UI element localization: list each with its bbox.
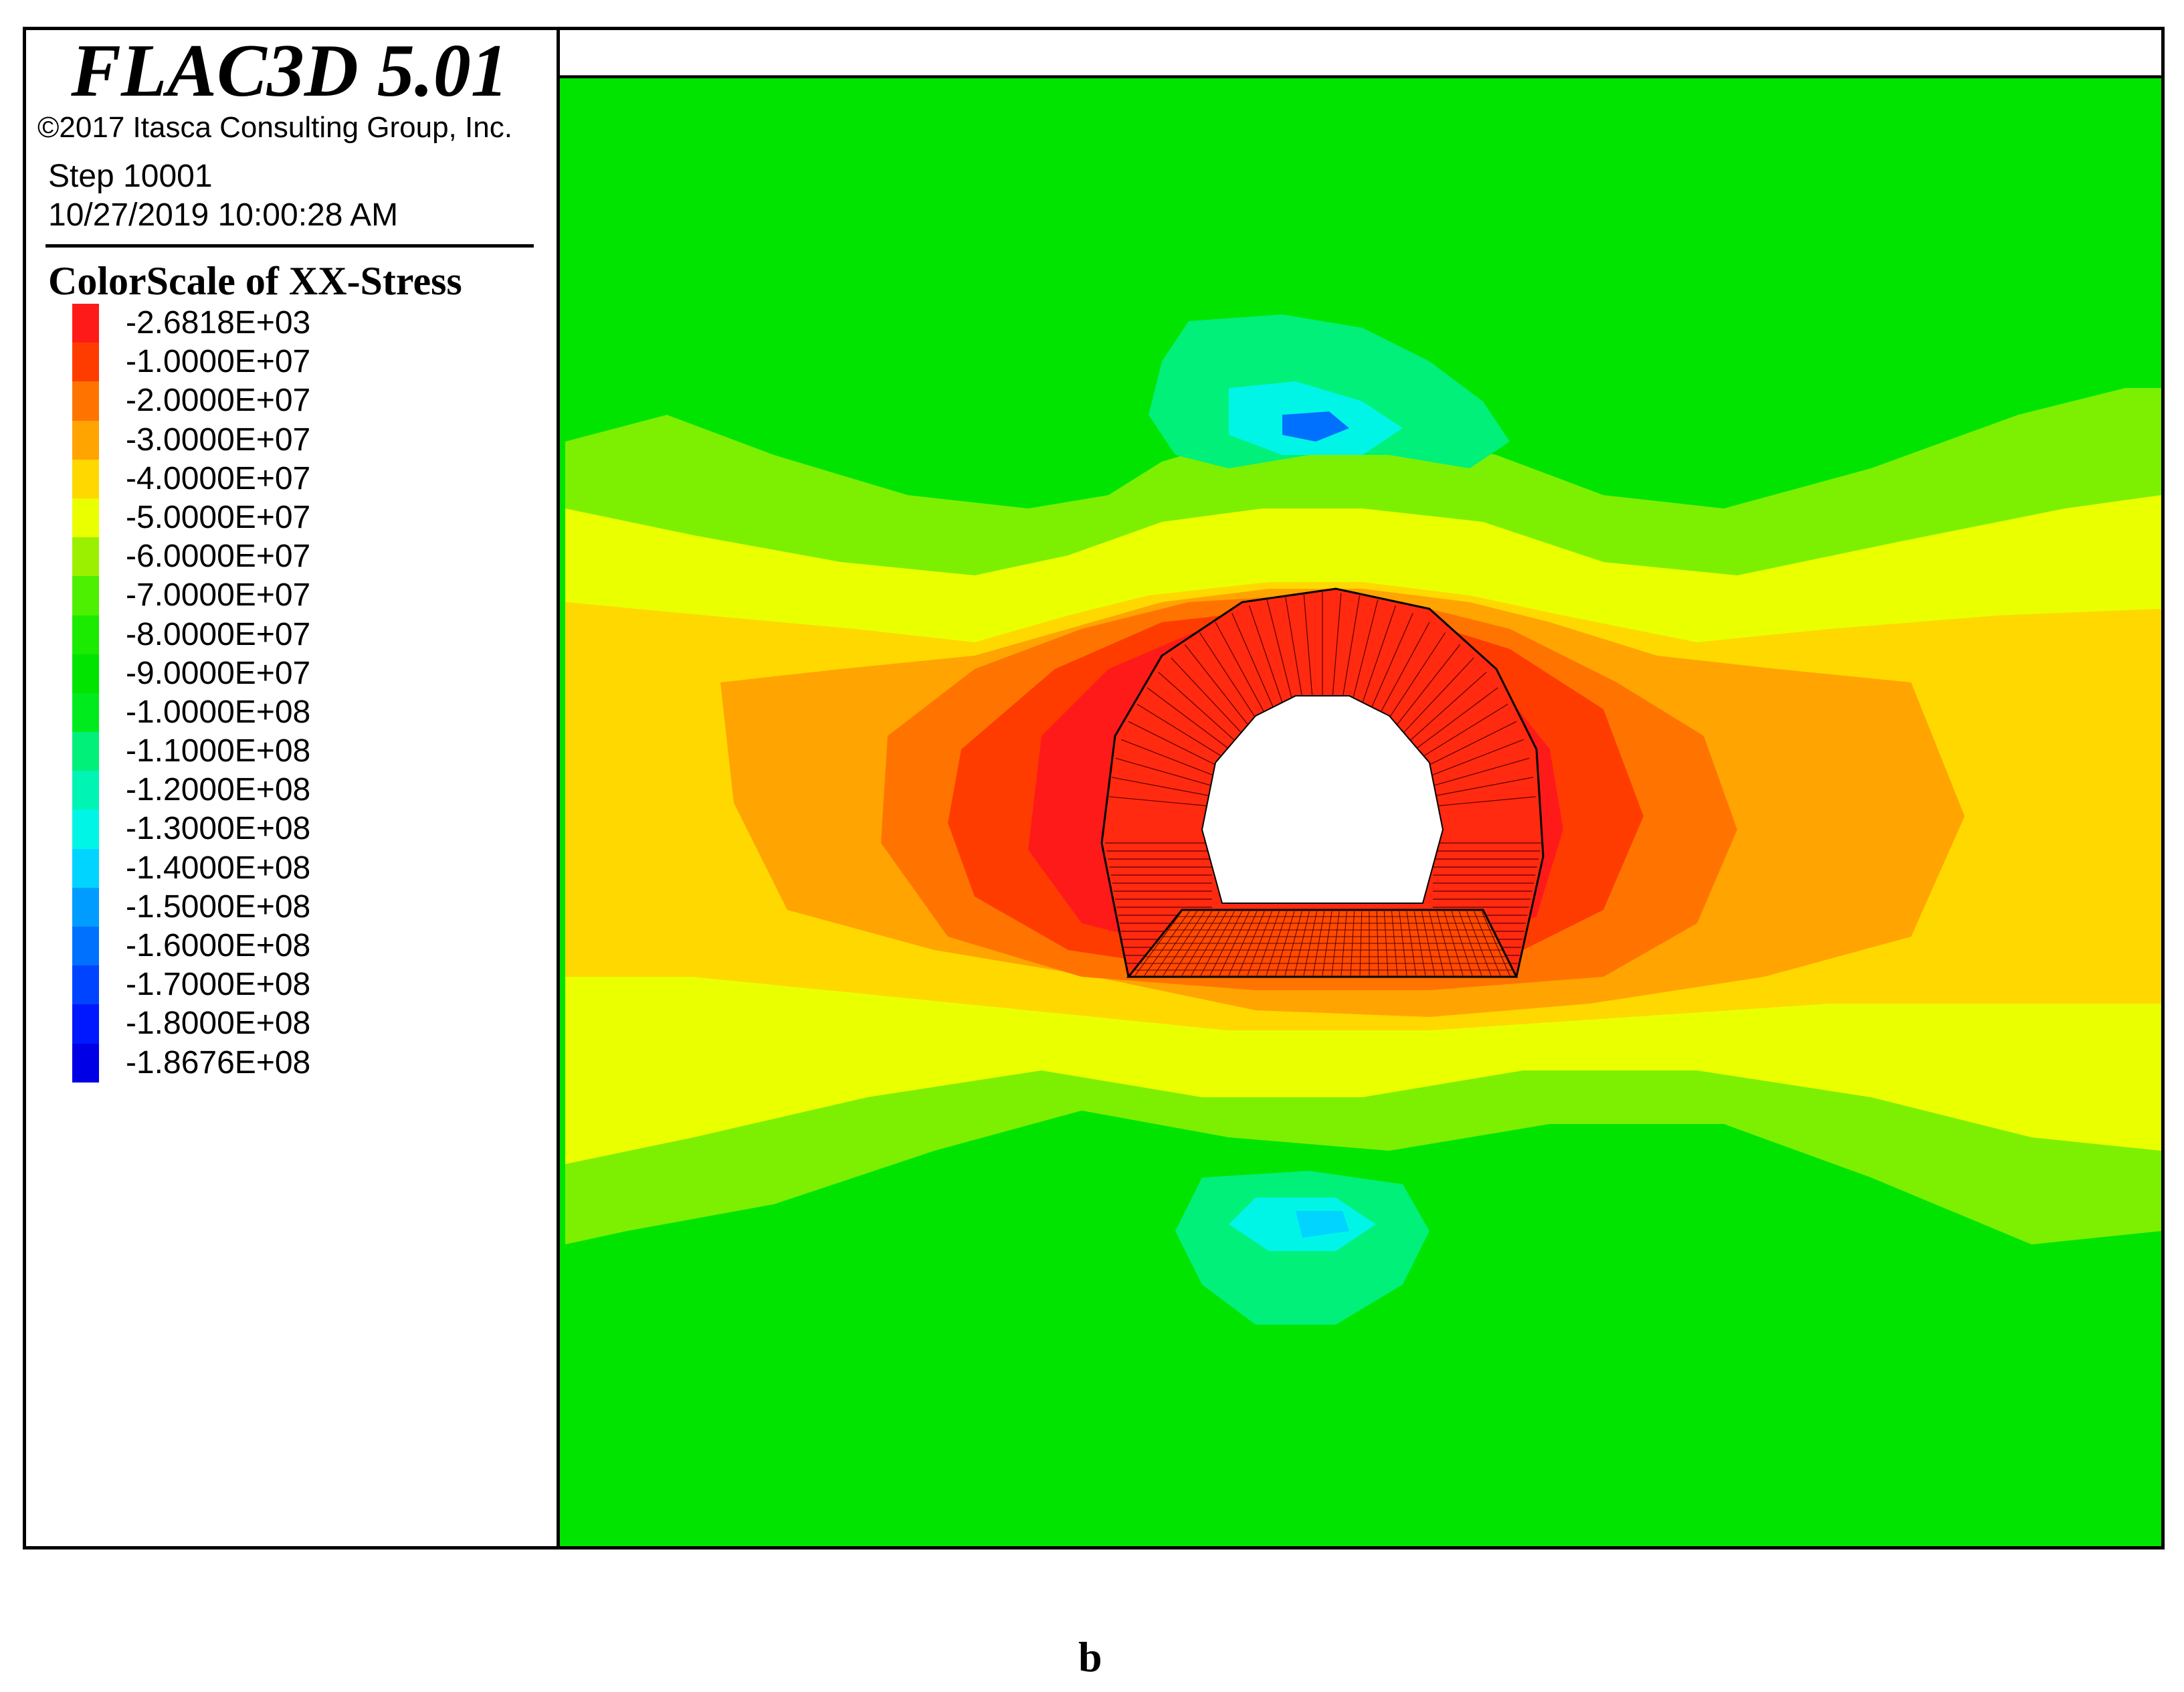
invert-stress-peak xyxy=(1296,1211,1349,1238)
mesh-line xyxy=(1111,777,1211,797)
mesh-line xyxy=(1341,595,1361,701)
mesh-line xyxy=(1171,657,1243,734)
legend-label: -1.7000E+08 xyxy=(126,967,311,1003)
legend-label: -5.0000E+07 xyxy=(126,499,311,535)
mesh-line xyxy=(1303,593,1313,700)
software-title: FLAC3D 5.01 xyxy=(71,29,508,112)
legend-label: -4.0000E+07 xyxy=(126,460,311,496)
mesh-line xyxy=(1128,721,1220,767)
legend-label: -1.3000E+08 xyxy=(126,811,311,847)
legend-label: -1.4000E+08 xyxy=(126,850,311,886)
mesh-line xyxy=(1332,593,1342,700)
step-label: Step 10001 xyxy=(48,159,213,194)
mesh-line xyxy=(1158,672,1236,741)
legend-label: -1.2000E+08 xyxy=(126,772,311,808)
crown-stress-peak xyxy=(1282,411,1349,442)
mesh-line xyxy=(1115,757,1213,787)
mesh-line xyxy=(1409,672,1487,741)
mesh-line xyxy=(1432,757,1530,787)
mesh-line xyxy=(1266,599,1294,704)
legend-swatch xyxy=(72,927,99,966)
legend-swatch xyxy=(72,965,99,1005)
legend-swatch xyxy=(72,692,99,733)
legend-swatch xyxy=(72,1004,99,1044)
floor-mesh xyxy=(1134,911,1513,976)
legend-label: -1.1000E+08 xyxy=(126,733,311,769)
legend-swatch xyxy=(72,887,99,927)
legend-label: -8.0000E+07 xyxy=(126,616,311,652)
mesh-line xyxy=(1147,687,1230,750)
mesh-line xyxy=(1379,622,1430,715)
mesh-line xyxy=(1136,703,1225,759)
mesh-line xyxy=(1284,595,1304,701)
panel-divider xyxy=(45,244,534,248)
stress-contour-plot xyxy=(560,30,2161,1546)
legend-swatch xyxy=(72,654,99,693)
mesh-line xyxy=(1402,657,1474,734)
legend-label: -2.6818E+03 xyxy=(126,305,311,341)
mesh-line xyxy=(1109,796,1209,807)
legend-swatch xyxy=(72,498,99,538)
legend-swatch xyxy=(72,848,99,888)
mesh-line xyxy=(1370,613,1413,711)
legend-swatch xyxy=(72,1043,99,1083)
legend-label: -9.0000E+07 xyxy=(126,655,311,691)
legend-swatch xyxy=(72,459,99,498)
mesh-line xyxy=(1425,721,1517,767)
mesh-line xyxy=(1248,605,1284,707)
mesh-line xyxy=(1395,644,1461,727)
timestamp: 10/27/2019 10:00:28 AM xyxy=(48,197,399,233)
legend-label: -1.0000E+07 xyxy=(126,344,311,380)
legend-label: -7.0000E+07 xyxy=(126,577,311,614)
legend-label: -6.0000E+07 xyxy=(126,539,311,575)
legend-label: -1.8676E+08 xyxy=(126,1044,311,1080)
mesh-line xyxy=(1184,644,1250,727)
figure-frame xyxy=(23,27,2165,1549)
mesh-line xyxy=(1434,777,1534,797)
legend-swatch xyxy=(72,732,99,771)
legend-swatch xyxy=(72,615,99,654)
plot-header-band xyxy=(560,30,2161,77)
legend-swatch xyxy=(72,771,99,810)
mesh-line xyxy=(1429,739,1524,777)
legend-label: -1.5000E+08 xyxy=(126,888,311,925)
mesh-line xyxy=(1435,796,1536,807)
copyright-text: ©2017 Itasca Consulting Group, Inc. xyxy=(37,111,512,144)
legend-swatch xyxy=(72,537,99,577)
legend-swatch xyxy=(72,343,99,382)
mesh-line xyxy=(1361,605,1397,707)
legend-swatch xyxy=(72,576,99,616)
legend-label: -2.0000E+07 xyxy=(126,383,311,419)
info-panel: FLAC3D 5.01 ©2017 Itasca Consulting Grou… xyxy=(23,27,560,1549)
legend-swatch xyxy=(72,304,99,343)
mesh-line xyxy=(1215,622,1266,715)
legend-label: -1.8000E+08 xyxy=(126,1006,311,1042)
legend-swatch xyxy=(72,420,99,460)
figure-caption: b xyxy=(1078,1633,1102,1681)
legend-title: ColorScale of XX-Stress xyxy=(48,259,462,303)
tunnel-opening xyxy=(1201,695,1444,904)
legend-label: -1.0000E+08 xyxy=(126,694,311,730)
mesh-line xyxy=(1351,599,1379,704)
legend-label: -1.6000E+08 xyxy=(126,928,311,963)
legend-swatch xyxy=(72,381,99,421)
mesh-line xyxy=(1199,632,1258,721)
mesh-line xyxy=(1387,632,1446,721)
mesh-line xyxy=(1420,703,1508,759)
mesh-line xyxy=(1231,613,1275,711)
mesh-line xyxy=(1415,687,1498,750)
legend-swatch xyxy=(72,810,99,849)
mesh-line xyxy=(1121,739,1216,777)
legend-label: -3.0000E+07 xyxy=(126,421,311,458)
